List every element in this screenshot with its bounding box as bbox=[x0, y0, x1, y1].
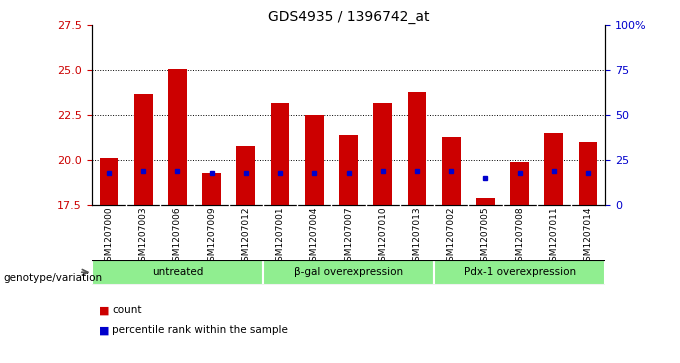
Text: GSM1207005: GSM1207005 bbox=[481, 206, 490, 267]
Bar bbox=[339, 135, 358, 205]
FancyBboxPatch shape bbox=[263, 260, 434, 285]
Text: GSM1207008: GSM1207008 bbox=[515, 206, 524, 267]
Text: Pdx-1 overexpression: Pdx-1 overexpression bbox=[464, 267, 576, 277]
Text: percentile rank within the sample: percentile rank within the sample bbox=[112, 325, 288, 335]
Text: GSM1207003: GSM1207003 bbox=[139, 206, 148, 267]
Text: GSM1207000: GSM1207000 bbox=[105, 206, 114, 267]
Bar bbox=[407, 92, 426, 205]
Bar bbox=[579, 142, 598, 205]
Bar bbox=[99, 158, 118, 205]
Bar bbox=[545, 133, 563, 205]
Text: GSM1207001: GSM1207001 bbox=[275, 206, 284, 267]
Text: β-gal overexpression: β-gal overexpression bbox=[294, 267, 403, 277]
Text: GSM1207012: GSM1207012 bbox=[241, 206, 250, 266]
Bar bbox=[305, 115, 324, 205]
Text: GSM1207004: GSM1207004 bbox=[310, 206, 319, 266]
Text: GSM1207006: GSM1207006 bbox=[173, 206, 182, 267]
Bar bbox=[237, 146, 255, 205]
Bar bbox=[373, 103, 392, 205]
Text: GSM1207007: GSM1207007 bbox=[344, 206, 353, 267]
Text: ■: ■ bbox=[99, 325, 109, 335]
Title: GDS4935 / 1396742_at: GDS4935 / 1396742_at bbox=[268, 11, 429, 24]
Bar bbox=[476, 198, 495, 205]
Text: GSM1207009: GSM1207009 bbox=[207, 206, 216, 267]
FancyBboxPatch shape bbox=[92, 260, 263, 285]
Text: GSM1207011: GSM1207011 bbox=[549, 206, 558, 267]
FancyBboxPatch shape bbox=[434, 260, 605, 285]
Bar bbox=[168, 69, 187, 205]
Bar bbox=[442, 137, 460, 205]
Bar bbox=[202, 173, 221, 205]
Bar bbox=[134, 94, 152, 205]
Text: GSM1207013: GSM1207013 bbox=[413, 206, 422, 267]
Text: ■: ■ bbox=[99, 305, 109, 315]
Bar bbox=[510, 162, 529, 205]
Text: count: count bbox=[112, 305, 141, 315]
Text: GSM1207010: GSM1207010 bbox=[378, 206, 387, 267]
Bar bbox=[271, 103, 290, 205]
Text: GSM1207014: GSM1207014 bbox=[583, 206, 592, 266]
Text: untreated: untreated bbox=[152, 267, 203, 277]
Text: genotype/variation: genotype/variation bbox=[3, 273, 103, 283]
Text: GSM1207002: GSM1207002 bbox=[447, 206, 456, 266]
